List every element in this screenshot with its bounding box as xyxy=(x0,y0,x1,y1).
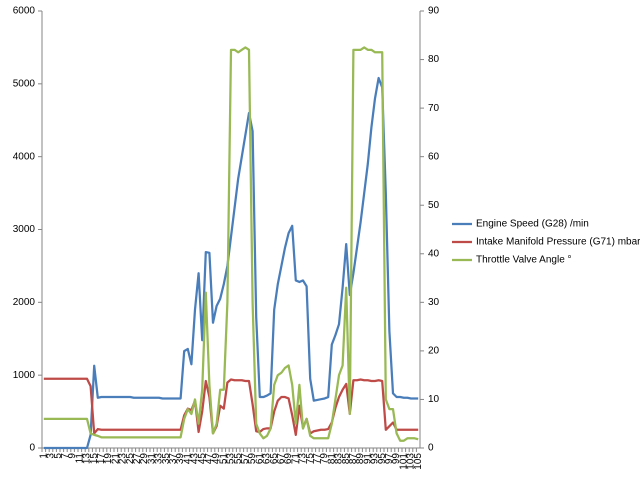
x-tick-label: 71 xyxy=(290,453,301,465)
y-tick-label: 6000 xyxy=(13,6,36,17)
x-tick-label: 23 xyxy=(118,453,129,465)
series-line xyxy=(43,76,419,450)
x-tick-label: 15 xyxy=(89,453,100,465)
x-tick-label: 69 xyxy=(283,453,294,465)
x-tick-label: 57 xyxy=(240,453,251,465)
x-tick-label: 89 xyxy=(355,453,366,465)
x-tick-label: 25 xyxy=(125,453,136,465)
y2-tick-label: 70 xyxy=(428,103,440,114)
x-tick-label: 65 xyxy=(269,453,280,465)
x-tick-label: 29 xyxy=(139,453,150,465)
y2-tick-label: 0 xyxy=(428,443,434,454)
x-tick-label: 59 xyxy=(247,453,258,465)
y2-tick-label: 90 xyxy=(428,6,440,17)
x-tick-label: 91 xyxy=(362,453,373,465)
x-tick-label: 97 xyxy=(384,453,395,465)
y-tick-label: 5000 xyxy=(13,78,36,89)
series-line xyxy=(43,46,419,442)
legend-label: Engine Speed (G28) /min xyxy=(476,219,589,230)
x-tick-label: 7 xyxy=(60,453,71,459)
x-tick-label: 27 xyxy=(132,453,143,465)
y-tick-label: 3000 xyxy=(13,224,36,235)
x-tick-label: 67 xyxy=(276,453,287,465)
x-tick-label: 73 xyxy=(298,453,309,465)
x-tick-label: 51 xyxy=(218,453,229,465)
x-tick-label: 45 xyxy=(197,453,208,465)
x-tick-label: 99 xyxy=(391,453,402,465)
x-tick-label: 49 xyxy=(211,453,222,465)
y2-tick-label: 30 xyxy=(428,297,440,308)
x-tick-label: 39 xyxy=(175,453,186,465)
legend-label: Throttle Valve Angle ° xyxy=(476,255,572,266)
y2-tick-label: 40 xyxy=(428,248,440,259)
x-tick-label: 9 xyxy=(67,453,78,459)
x-tick-label: 43 xyxy=(190,453,201,465)
x-tick-label: 19 xyxy=(103,453,114,465)
x-tick-label: 87 xyxy=(348,453,359,465)
x-tick-label: 95 xyxy=(377,453,388,465)
x-tick-label: 63 xyxy=(262,453,273,465)
y-tick-label: 4000 xyxy=(13,151,36,162)
x-tick-label: 37 xyxy=(168,453,179,465)
x-tick-label: 55 xyxy=(233,453,244,465)
x-tick-label: 105 xyxy=(413,453,424,470)
x-tick-label: 31 xyxy=(146,453,157,465)
x-tick-label: 103 xyxy=(406,453,417,470)
x-tick-label: 101 xyxy=(398,453,409,470)
legend-label: Intake Manifold Pressure (G71) mbar xyxy=(476,237,640,248)
y-tick-label: 0 xyxy=(29,443,35,454)
x-tick-label: 11 xyxy=(74,453,85,464)
x-tick-label: 35 xyxy=(161,453,172,465)
series-line xyxy=(43,377,419,437)
x-tick-label: 79 xyxy=(319,453,330,465)
x-tick-label: 81 xyxy=(326,453,337,465)
x-tick-label: 93 xyxy=(370,453,381,465)
x-tick-label: 61 xyxy=(254,453,265,465)
y2-tick-label: 20 xyxy=(428,346,440,357)
x-tick-label: 77 xyxy=(312,453,323,465)
x-tick-label: 1 xyxy=(38,453,49,459)
x-tick-label: 17 xyxy=(96,453,107,465)
x-tick-label: 85 xyxy=(341,453,352,465)
y-tick-label: 1000 xyxy=(13,370,36,381)
x-tick-label: 75 xyxy=(305,453,316,465)
x-tick-label: 47 xyxy=(204,453,215,465)
y2-tick-label: 10 xyxy=(428,394,440,405)
y2-tick-label: 60 xyxy=(428,151,440,162)
x-tick-label: 33 xyxy=(154,453,165,465)
x-tick-label: 53 xyxy=(226,453,237,465)
y-tick-label: 2000 xyxy=(13,297,36,308)
x-tick-label: 5 xyxy=(53,453,64,459)
y2-tick-label: 50 xyxy=(428,200,440,211)
x-tick-label: 21 xyxy=(110,453,121,465)
x-tick-label: 3 xyxy=(46,453,57,459)
x-tick-label: 13 xyxy=(82,453,93,465)
x-tick-label: 83 xyxy=(334,453,345,465)
y2-tick-label: 80 xyxy=(428,54,440,65)
x-tick-label: 41 xyxy=(182,453,193,465)
